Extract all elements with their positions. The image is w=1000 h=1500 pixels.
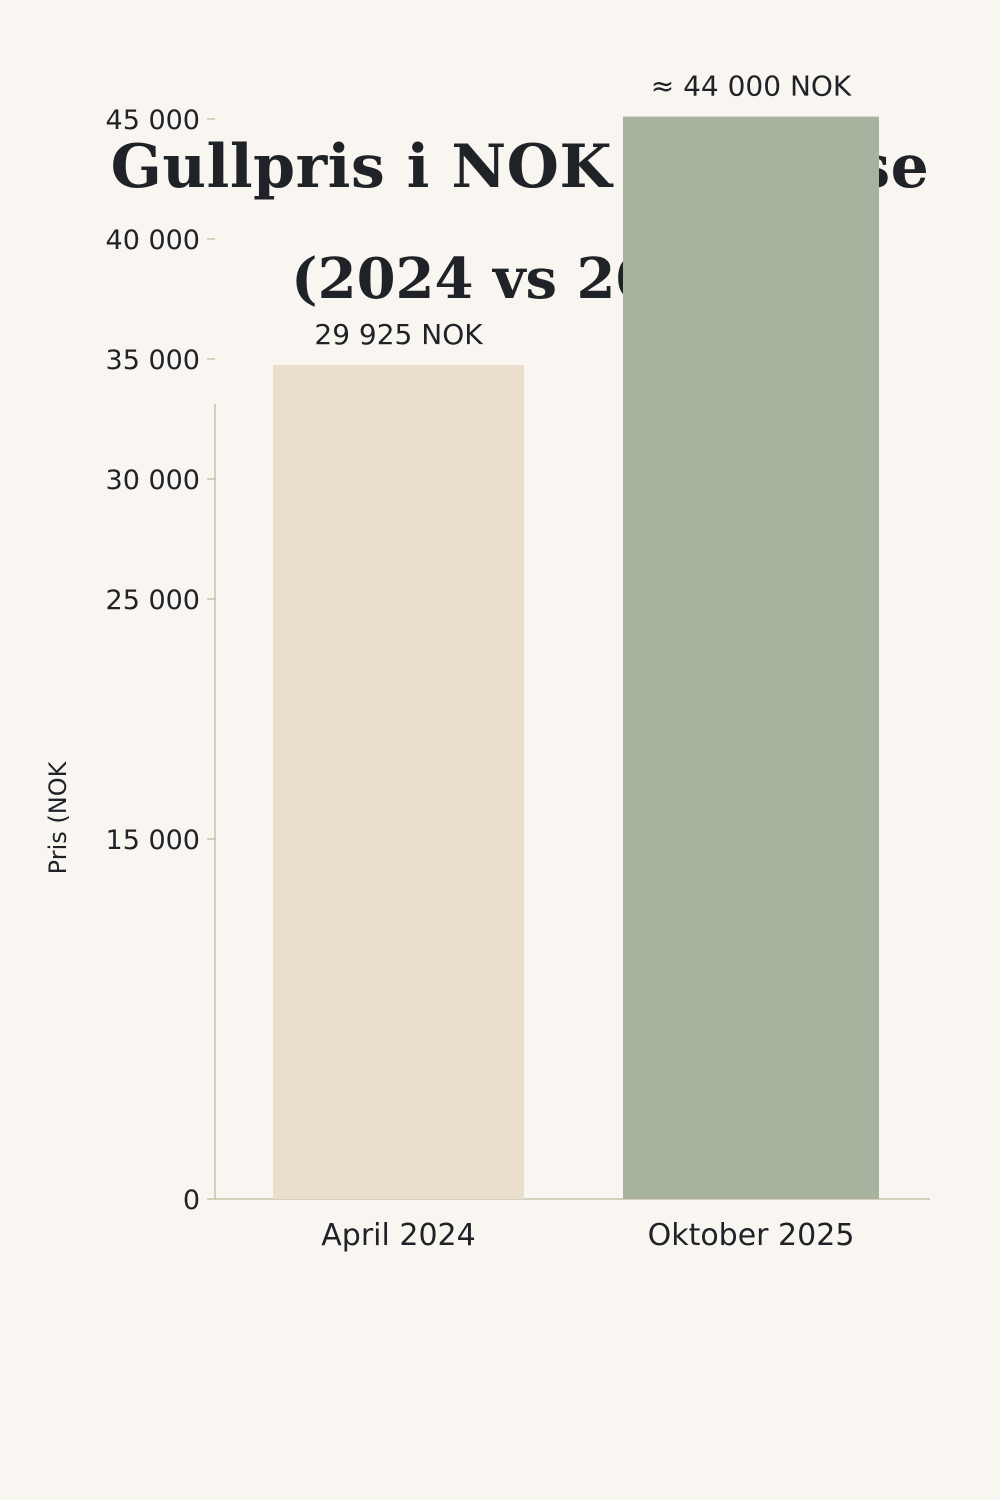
y-tick-label: 30 000 [106,465,200,496]
chart-labels: 29 925 NOK April 2024 ≈ 44 000 NOK Oktober … [44,70,854,1253]
x-category-label: Oktober 2025 [648,1218,855,1253]
y-tick-label: 15 000 [106,825,200,856]
y-tick-label: 45 000 [106,105,200,136]
data-label: ≈ 44 000 NOK [651,70,852,103]
y-tick-label: 35 000 [106,345,200,376]
x-category-label: April 2024 [321,1218,475,1253]
y-tick-label: 0 [183,1185,200,1216]
data-label: 29 925 NOK [314,318,483,351]
y-axis-ticks: 0 15 000 25 000 30 000 35 000 40 000 45 000 [106,105,215,1216]
y-tick-label: 25 000 [106,585,200,616]
y-tick-label: 40 000 [106,225,200,256]
y-axis-title: Pris (NOK [44,760,72,874]
bar [623,116,879,1200]
bar [273,365,524,1199]
chart-bars [273,116,879,1200]
